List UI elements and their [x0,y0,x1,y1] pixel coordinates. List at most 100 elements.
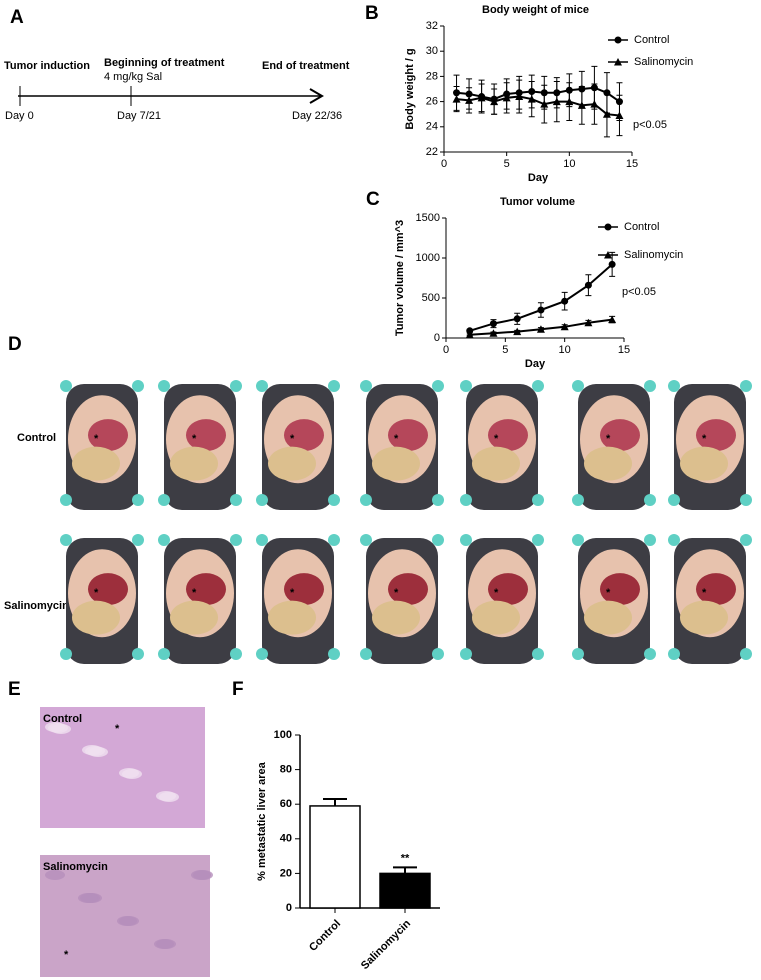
image-label: Control [43,713,82,725]
y-tick-label: 32 [426,20,438,32]
y-tick-label: 500 [422,292,440,304]
liver [600,419,640,452]
point [502,93,511,102]
point [452,95,461,103]
annotation: ** [401,852,410,864]
liver [488,419,528,452]
x-tick-label: 10 [559,344,571,356]
pin [230,380,242,392]
x-tick-label: 10 [563,158,575,170]
y-tick-label: 26 [426,96,438,108]
tissue-detail [122,769,142,779]
pin [668,648,680,660]
point [565,97,574,106]
y-tick-label: 40 [280,833,292,845]
intestine [584,446,632,481]
y-tick-label: 80 [280,764,292,776]
pin [432,648,444,660]
point [540,100,549,108]
image-label: Salinomycin [43,861,108,873]
row-label: Control [17,432,56,444]
point [552,97,561,106]
pin [360,494,372,506]
legend-label: Salinomycin [634,56,693,68]
pin [668,534,680,546]
tumor-marker: * [290,587,295,599]
pin [644,494,656,506]
pin [132,494,144,506]
x-tick-label: Salinomycin [359,917,414,972]
point [577,101,586,109]
intestine [268,446,316,481]
pin [740,380,752,392]
y-tick-label: 100 [274,729,292,741]
tumor-marker: * [192,587,197,599]
tumor-marker: * [192,433,197,445]
pin [328,494,340,506]
chart-title: Body weight of mice [482,4,589,16]
point [602,110,611,118]
pin [158,380,170,392]
intestine [372,600,420,635]
pin [740,648,752,660]
tumor-marker: * [115,723,120,735]
tumor-marker: * [494,587,499,599]
pin [60,534,72,546]
liver [284,573,324,606]
y-tick-label: 28 [426,70,438,82]
tumor-marker: * [94,587,99,599]
pin [328,380,340,392]
pin [60,380,72,392]
point [537,306,545,314]
liver [388,573,428,606]
pin [572,648,584,660]
intestine [268,600,316,635]
error-bar [393,866,417,874]
tumor-marker: * [702,587,707,599]
event-title: Tumor induction [4,60,90,72]
y-axis-label: % metastatic liver area [256,761,268,881]
pin [328,534,340,546]
annotation: p<0.05 [622,286,656,298]
y-axis-label: Tumor volume / mm^3 [394,220,406,336]
annotation: p<0.05 [633,119,667,131]
intestine [680,446,728,481]
y-tick-label: 22 [426,146,438,158]
point [489,329,498,337]
point [584,281,592,289]
intestine [72,600,120,635]
point [560,322,569,331]
pin [158,534,170,546]
pin [644,648,656,660]
pin [532,534,544,546]
pin [460,534,472,546]
y-tick-label: 0 [434,332,440,344]
chart-title: Tumor volume [500,196,575,208]
tissue-detail [88,747,108,757]
liver [284,419,324,452]
panel-letter: D [8,334,22,355]
pin [256,380,268,392]
x-tick-label: 5 [502,344,508,356]
legend-marker [614,36,622,44]
liver [600,573,640,606]
tumor-marker: * [606,433,611,445]
tissue-detail [159,792,179,802]
histology-image [40,855,210,977]
tumor-marker: * [290,433,295,445]
pin [572,494,584,506]
intestine [680,600,728,635]
pin [256,648,268,660]
point [590,100,599,108]
pin [572,380,584,392]
y-tick-label: 60 [280,798,292,810]
point [465,330,474,339]
intestine [472,446,520,481]
point [489,320,497,328]
point [561,297,569,305]
tumor-marker: * [394,587,399,599]
pin [572,534,584,546]
pin [132,534,144,546]
liver [186,419,226,452]
pin [668,494,680,506]
